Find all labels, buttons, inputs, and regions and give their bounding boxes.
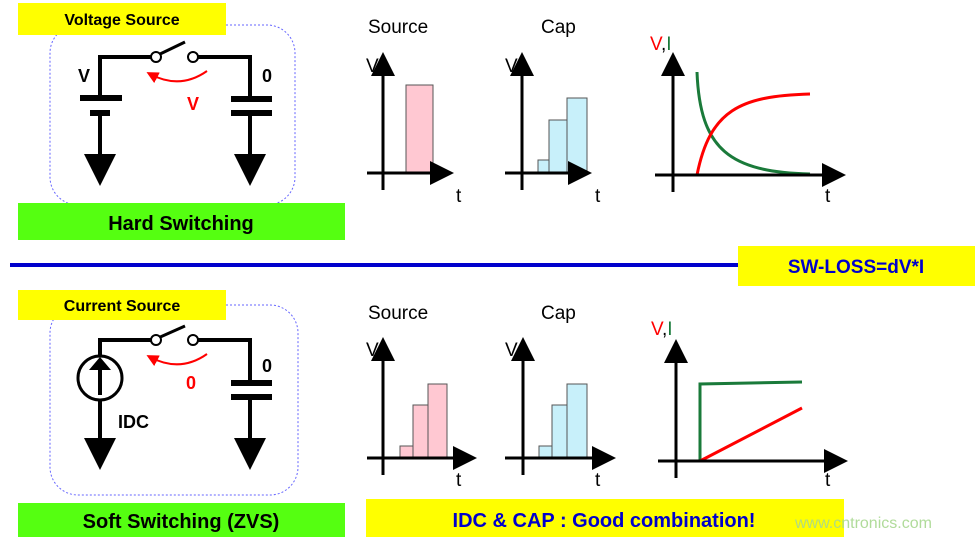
soft-switching-label: Soft Switching (ZVS) [83, 511, 280, 533]
t-axis-label: t [825, 186, 831, 207]
t-axis-label: t [456, 470, 462, 491]
divider-line [10, 263, 740, 267]
node-label-v: V [78, 66, 90, 86]
source-bar [399, 445, 414, 459]
source-bar [412, 404, 429, 459]
v-axis-label: V [366, 340, 379, 361]
voltage-source-label: Voltage Source [64, 12, 179, 29]
transfer-arrow [146, 353, 208, 367]
sw-loss-box [738, 246, 975, 286]
hard-switching-circuit: Voltage Source V 0 V Hard Switching [18, 3, 345, 240]
voltage-source-label-box [18, 3, 226, 35]
top-charts: Source V t Cap V t V,I t [366, 17, 846, 207]
t-axis-label: t [825, 470, 831, 491]
transfer-label: 0 [186, 373, 196, 393]
capacitor-plate [231, 380, 272, 386]
vi-axis-label: V,I [651, 319, 673, 340]
current-source-label: Current Source [64, 298, 181, 315]
hard-switching-box [18, 203, 345, 240]
cap-bar [551, 404, 568, 459]
voltage-curve [699, 406, 803, 463]
cap-chart-title: Cap [541, 17, 576, 38]
battery-plate [80, 95, 122, 101]
source-chart-title: Source [368, 303, 428, 324]
transfer-label: V [187, 94, 199, 114]
current-curve [695, 71, 811, 176]
cap-chart-title: Cap [541, 303, 576, 324]
sw-loss-label: SW-LOSS=dV*I [788, 257, 924, 278]
conclusion-box [366, 499, 844, 537]
switch [157, 40, 186, 57]
source-chart-title: Source [368, 17, 428, 38]
cap-bar [566, 97, 588, 174]
cap-bar [537, 159, 550, 174]
current-curve [698, 380, 803, 461]
t-axis-label: t [456, 186, 462, 207]
v-axis-label: V [505, 340, 518, 361]
cap-bar [538, 445, 553, 459]
v-axis-label: V [366, 56, 379, 77]
soft-switching-box [18, 503, 345, 537]
t-axis-label: t [595, 186, 601, 207]
soft-switching-circuit: Current Source IDC 0 0 Soft Switching (Z… [18, 290, 345, 537]
transfer-arrow [146, 70, 208, 84]
cap-bar [548, 119, 568, 174]
idc-label: IDC [118, 412, 149, 432]
voltage-curve [695, 92, 811, 176]
cap-bar [566, 383, 588, 459]
t-axis-label: t [595, 470, 601, 491]
capacitor-plate [231, 96, 272, 102]
node-label-0: 0 [262, 356, 272, 376]
watermark: www.cntronics.com [794, 515, 932, 532]
vi-axis-label: V,I [650, 34, 672, 55]
conclusion-label: IDC & CAP : Good combination! [453, 510, 756, 532]
hard-switching-label: Hard Switching [108, 213, 254, 235]
v-axis-label: V [505, 56, 518, 77]
switch [157, 324, 186, 340]
source-bar [427, 383, 448, 459]
source-bar [405, 84, 434, 174]
current-source-label-box [18, 290, 226, 320]
node-label-0: 0 [262, 66, 272, 86]
bottom-charts: Source V t Cap V t V,I t [366, 303, 848, 491]
